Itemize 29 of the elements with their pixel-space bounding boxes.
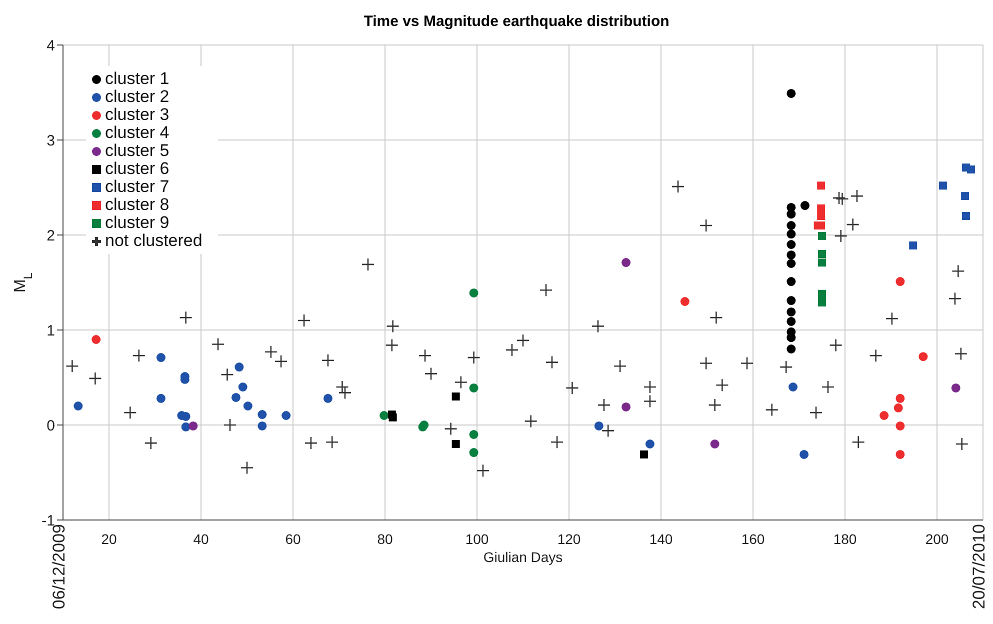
legend-label: cluster 6 (105, 159, 170, 178)
x-tick-label: 40 (193, 531, 209, 547)
legend-label: not clustered (105, 231, 202, 250)
legend-label: cluster 4 (105, 123, 170, 142)
y-tick-label: 3 (46, 132, 55, 150)
y-tick-label: 1 (46, 322, 55, 340)
legend-label: cluster 1 (105, 69, 170, 88)
x-tick-label: 120 (557, 531, 581, 547)
y-tick-label: 4 (46, 37, 55, 54)
x-tick-label: 160 (741, 531, 765, 547)
legend-label: cluster 2 (105, 87, 170, 106)
y-tick-label: 0 (46, 417, 55, 434)
chart-title: Time vs Magnitude earthquake distribution (362, 12, 670, 32)
y-tick-label: 2 (46, 227, 55, 244)
text: 06/12/2009 (50, 524, 68, 610)
legend-label: cluster 3 (105, 105, 170, 124)
x-tick-label: 100 (465, 531, 489, 547)
x-tick-label: 80 (377, 531, 393, 547)
legend-label: cluster 5 (105, 141, 170, 160)
text: 20/07/2010 (970, 524, 988, 610)
legend-label: cluster 8 (105, 195, 170, 214)
x-axis-title: Giulian Days (483, 549, 563, 565)
x-tick-label: 200 (925, 531, 949, 547)
legend-label: cluster 9 (105, 213, 170, 232)
x-tick-label: 140 (649, 531, 673, 547)
x-tick-label: 60 (285, 531, 301, 547)
x-tick-label: 20 (101, 531, 117, 547)
legend-label: cluster 7 (105, 177, 170, 196)
x-tick-label: 180 (833, 531, 857, 547)
